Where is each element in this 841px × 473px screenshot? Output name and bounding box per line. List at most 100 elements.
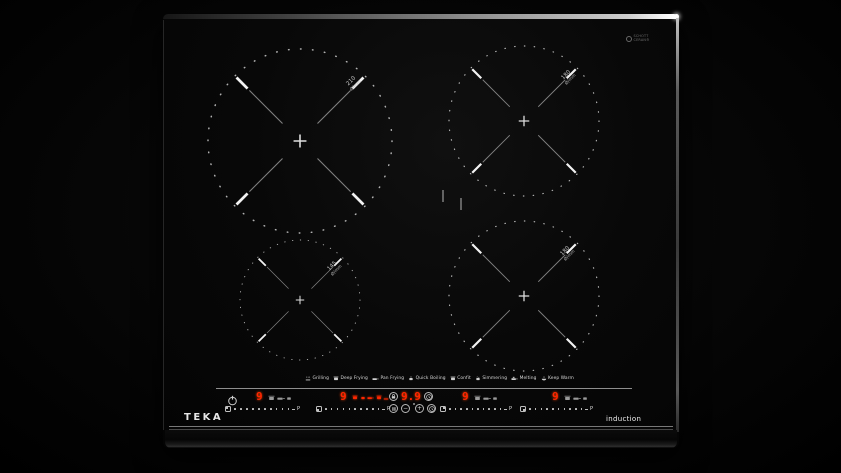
- function-label: Simmering: [482, 376, 508, 381]
- pan-icon: [482, 397, 491, 400]
- function-label: Melting: [519, 376, 537, 381]
- zone1-power-display: 9: [256, 390, 263, 403]
- pot-icon: [564, 395, 571, 400]
- keep-warm-icon: [541, 376, 546, 381]
- pan-icon: [276, 397, 285, 400]
- zone4-power-display: 9: [552, 390, 559, 403]
- zone3-cookware-icons: [474, 395, 498, 401]
- function-label: Pan Frying: [380, 376, 405, 381]
- power-icon: [228, 395, 237, 406]
- quick-boiling-icon: [409, 376, 413, 381]
- pause-button[interactable]: [389, 404, 398, 413]
- hob-corner-highlight: [674, 14, 679, 19]
- kettle-icon: [287, 397, 291, 400]
- function-label: Quick Boiling: [415, 376, 446, 381]
- timer-button[interactable]: [424, 392, 433, 401]
- clock-icon: [428, 405, 435, 412]
- brand-logo: TEKA: [184, 412, 224, 423]
- induction-label: induction: [606, 415, 642, 423]
- function-deep-frying[interactable]: Deep Frying: [333, 376, 368, 381]
- zone2-power-slider[interactable]: P: [316, 405, 390, 413]
- kettle-icon: [583, 397, 587, 400]
- lock-button[interactable]: [389, 392, 398, 401]
- function-quick-boiling[interactable]: Quick Boiling: [408, 376, 446, 381]
- zone-position-icon: [520, 406, 526, 412]
- zone1-power-slider[interactable]: P: [225, 405, 300, 413]
- power-boost-label[interactable]: P: [508, 405, 512, 412]
- glass-brand-line1: SCHOTT: [633, 34, 649, 38]
- induction-hob: 210 Ø/mm 180 Ø/mm 145 Ø/mm 180 Ø/mm SCHO…: [163, 14, 679, 448]
- glass-brand-icon: [626, 35, 632, 42]
- clock-button[interactable]: [427, 404, 436, 413]
- clock-icon: [425, 393, 432, 400]
- zone-top-left-mark: [206, 47, 394, 235]
- kettle-icon: [493, 397, 497, 400]
- zone-position-icon: [225, 406, 231, 412]
- function-pan-frying[interactable]: Pan Frying: [372, 376, 404, 381]
- slider-end-mark: [382, 408, 386, 410]
- glass-front-highlight: [169, 426, 673, 427]
- zone3-power-slider[interactable]: P: [440, 405, 512, 413]
- timer-plus-button[interactable]: +: [415, 404, 424, 413]
- hob-right-edge: [676, 18, 679, 432]
- cooking-zones-graphics: 210 Ø/mm 180 Ø/mm 145 Ø/mm 180 Ø/mm: [206, 44, 601, 373]
- pan-icon: [572, 397, 581, 400]
- zone4-cookware-icons: [564, 395, 588, 401]
- pot-icon: [474, 395, 481, 400]
- fryer-icon: [360, 396, 365, 400]
- slider-end-mark: [504, 408, 508, 410]
- function-grilling[interactable]: Grilling: [305, 376, 329, 381]
- pause-icon: [391, 406, 395, 411]
- power-button[interactable]: [227, 391, 238, 406]
- zone-bottom-right-mark: [447, 219, 601, 373]
- timer-display: 9.9: [401, 390, 421, 403]
- timer-minus-button[interactable]: −: [401, 404, 410, 413]
- zone-top-right-mark: [447, 44, 601, 198]
- panel-separator-line: [216, 388, 632, 389]
- cooking-functions-row: Grilling Deep Frying Pan Frying Quick Bo…: [305, 376, 574, 381]
- power-boost-label[interactable]: P: [296, 405, 300, 412]
- slider-dots[interactable]: [449, 408, 502, 410]
- lock-icon: [391, 394, 396, 399]
- pot-icon: [352, 395, 358, 400]
- function-keep-warm[interactable]: Keep Warm: [541, 376, 574, 381]
- function-melting[interactable]: Melting: [511, 376, 536, 381]
- melting-icon: [511, 376, 518, 380]
- zone2-active-function-icons: [352, 395, 389, 400]
- simmering-icon: [476, 376, 480, 381]
- glass-brand-badge: SCHOTT CERAN®: [626, 34, 650, 42]
- grilling-icon: [305, 376, 311, 381]
- hob-left-edge: [163, 20, 164, 430]
- zone-bottom-left-mark: [239, 239, 361, 361]
- pot-icon: [268, 395, 275, 400]
- slider-dots[interactable]: [234, 408, 290, 410]
- power-boost-label[interactable]: P: [589, 405, 593, 412]
- confit-icon: [450, 376, 456, 381]
- slider-dots[interactable]: [325, 408, 380, 410]
- deep-frying-icon: [333, 376, 339, 381]
- power-boost-label[interactable]: P: [386, 405, 390, 412]
- hob-front-edge: [165, 430, 677, 448]
- hob-top-bevel: [163, 14, 679, 19]
- glass-brand-line2: CERAN®: [633, 37, 650, 42]
- timer-indicator-dot: [412, 403, 415, 405]
- function-confit[interactable]: Confit: [450, 376, 471, 381]
- pan-frying-icon: [372, 378, 379, 380]
- grill-icon: [383, 398, 389, 400]
- zone-position-icon: [316, 406, 322, 412]
- slider-end-mark: [585, 408, 589, 410]
- glass-front-shadow: [169, 429, 673, 430]
- boiling-pot-icon: [376, 395, 381, 400]
- pan-icon: [367, 397, 374, 399]
- zone1-cookware-icons: [268, 395, 292, 401]
- slider-end-mark: [292, 408, 296, 410]
- function-label: Grilling: [312, 376, 329, 381]
- function-simmering[interactable]: Simmering: [475, 376, 507, 381]
- function-label: Keep Warm: [548, 376, 574, 381]
- slider-dots[interactable]: [529, 408, 583, 410]
- function-label: Deep Frying: [340, 376, 368, 381]
- function-label: Confit: [457, 376, 471, 381]
- zone4-power-slider[interactable]: P: [520, 405, 593, 413]
- zone2-power-display: 9: [340, 390, 347, 403]
